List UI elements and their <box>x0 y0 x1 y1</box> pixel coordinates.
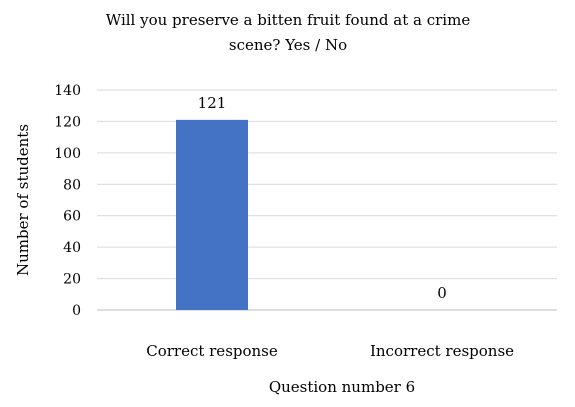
chart-title-line-2: scene? Yes / No <box>229 36 347 54</box>
chart-title-line-1: Will you preserve a bitten fruit found a… <box>106 11 471 29</box>
y-axis-ticks: 0 20 40 60 80 100 120 140 <box>54 83 81 319</box>
x-tick-label: Correct response <box>146 342 278 360</box>
y-tick-label: 40 <box>63 240 81 256</box>
y-tick-label: 20 <box>63 272 81 288</box>
data-labels: 121 0 <box>198 94 447 302</box>
bars <box>176 119 248 310</box>
x-axis-title: Question number 6 <box>269 378 415 396</box>
y-tick-label: 140 <box>54 83 81 99</box>
chart-title: Will you preserve a bitten fruit found a… <box>106 11 471 54</box>
y-tick-label: 120 <box>54 114 81 130</box>
y-axis-title: Number of students <box>14 124 32 276</box>
data-label: 0 <box>437 284 447 302</box>
bar <box>176 119 248 310</box>
y-tick-label: 100 <box>54 146 81 162</box>
y-tick-label: 0 <box>72 303 81 319</box>
x-tick-label: Incorrect response <box>370 342 514 360</box>
gridlines <box>97 89 557 311</box>
data-label: 121 <box>198 94 227 112</box>
x-axis-ticks: Correct response Incorrect response <box>146 342 514 360</box>
y-tick-label: 60 <box>63 209 81 225</box>
y-tick-label: 80 <box>63 177 81 193</box>
